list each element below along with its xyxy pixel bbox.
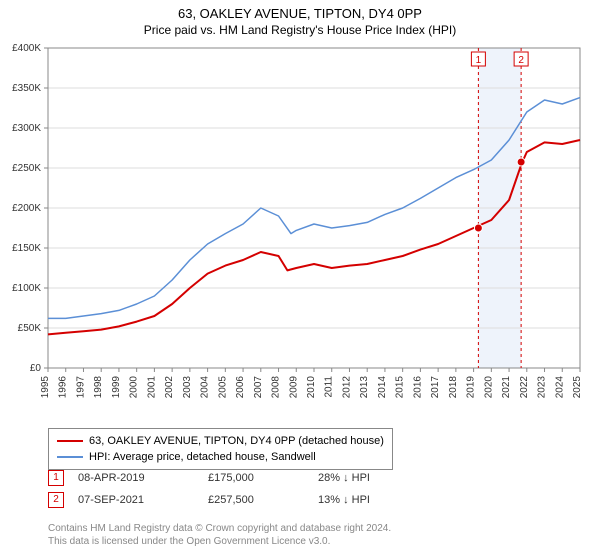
svg-text:2020: 2020 [483, 376, 494, 399]
svg-text:2012: 2012 [341, 376, 352, 399]
svg-text:2: 2 [518, 55, 524, 66]
legend-item: HPI: Average price, detached house, Sand… [57, 449, 384, 465]
legend: 63, OAKLEY AVENUE, TIPTON, DY4 0PP (deta… [48, 428, 393, 470]
line-chart: £0 £50K £100K £150K £200K £250K £300K £350K £400… [0, 0, 600, 424]
legend-label: 63, OAKLEY AVENUE, TIPTON, DY4 0PP (deta… [89, 435, 384, 447]
svg-text:2005: 2005 [217, 376, 228, 399]
svg-text:£350K: £350K [12, 83, 41, 94]
event-price: £175,000 [208, 472, 318, 484]
svg-text:2007: 2007 [253, 376, 264, 399]
svg-text:2025: 2025 [572, 376, 583, 399]
svg-text:£0: £0 [30, 363, 42, 374]
svg-text:2006: 2006 [235, 376, 246, 399]
legend-swatch [57, 440, 83, 442]
svg-text:2000: 2000 [129, 376, 140, 399]
svg-text:2015: 2015 [395, 376, 406, 399]
footer-line2: This data is licensed under the Open Gov… [48, 535, 391, 548]
svg-text:1997: 1997 [75, 376, 86, 399]
svg-text:2001: 2001 [146, 376, 157, 399]
svg-text:2008: 2008 [271, 376, 282, 399]
svg-text:1996: 1996 [58, 376, 69, 399]
svg-text:£400K: £400K [12, 43, 41, 54]
svg-text:1: 1 [476, 55, 482, 66]
event-delta: 28% ↓ HPI [318, 472, 428, 484]
svg-text:£150K: £150K [12, 243, 41, 254]
svg-text:2017: 2017 [430, 376, 441, 399]
svg-text:2010: 2010 [306, 376, 317, 399]
event-date: 07-SEP-2021 [78, 494, 208, 506]
footer-line1: Contains HM Land Registry data © Crown c… [48, 522, 391, 535]
svg-text:£200K: £200K [12, 203, 41, 214]
svg-text:2003: 2003 [182, 376, 193, 399]
svg-text:2024: 2024 [554, 376, 565, 399]
svg-text:£50K: £50K [18, 323, 42, 334]
event-badge: 2 [48, 492, 64, 508]
svg-text:1998: 1998 [93, 376, 104, 399]
svg-text:2018: 2018 [448, 376, 459, 399]
svg-text:1995: 1995 [40, 376, 51, 399]
event-date: 08-APR-2019 [78, 472, 208, 484]
footer-attribution: Contains HM Land Registry data © Crown c… [48, 522, 391, 548]
event-delta: 13% ↓ HPI [318, 494, 428, 506]
svg-text:2014: 2014 [377, 376, 388, 399]
event-price: £257,500 [208, 494, 318, 506]
svg-text:2019: 2019 [466, 376, 477, 399]
event-badge: 1 [48, 470, 64, 486]
event-row: 2 07-SEP-2021£257,50013% ↓ HPI [48, 492, 428, 514]
events-table: 1 08-APR-2019£175,00028% ↓ HPI 2 07-SEP-202… [48, 470, 428, 514]
svg-text:2021: 2021 [501, 376, 512, 399]
svg-text:2011: 2011 [324, 376, 335, 398]
legend-swatch [57, 456, 83, 458]
legend-item: 63, OAKLEY AVENUE, TIPTON, DY4 0PP (deta… [57, 433, 384, 449]
event-row: 1 08-APR-2019£175,00028% ↓ HPI [48, 470, 428, 492]
chart-container: 63, OAKLEY AVENUE, TIPTON, DY4 0PP Price… [0, 0, 600, 560]
svg-text:2009: 2009 [288, 376, 299, 399]
svg-text:1999: 1999 [111, 376, 122, 399]
svg-text:£300K: £300K [12, 123, 41, 134]
svg-text:£100K: £100K [12, 283, 41, 294]
svg-text:2013: 2013 [359, 376, 370, 399]
svg-text:2023: 2023 [537, 376, 548, 399]
svg-text:2022: 2022 [519, 376, 530, 399]
svg-text:2002: 2002 [164, 376, 175, 399]
svg-text:2004: 2004 [200, 376, 211, 399]
svg-text:2016: 2016 [412, 376, 423, 399]
legend-label: HPI: Average price, detached house, Sand… [89, 451, 316, 463]
svg-text:£250K: £250K [12, 163, 41, 174]
